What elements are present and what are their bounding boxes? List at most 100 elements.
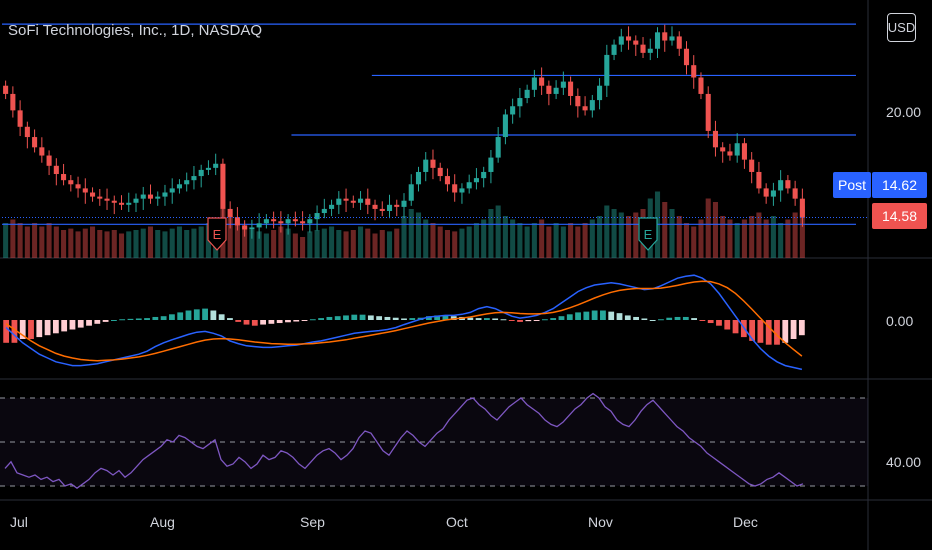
volume-bar (104, 231, 110, 258)
macd-histogram-bar (119, 319, 126, 321)
volume-bar (597, 216, 603, 258)
macd-histogram-bar (633, 316, 639, 320)
x-tick-dec: Dec (733, 514, 758, 530)
macd-histogram-bar (674, 316, 681, 320)
volume-bar (32, 223, 38, 258)
macd-histogram-bar (3, 320, 10, 343)
macd-histogram-bar (285, 320, 291, 323)
macd-histogram-bar (782, 320, 789, 343)
x-tick-aug: Aug (150, 514, 175, 530)
volume-bar (386, 231, 393, 258)
volume-bar (162, 231, 168, 258)
volume-bar (763, 219, 769, 258)
candle (691, 65, 697, 78)
macd-histogram-bar (77, 320, 84, 328)
macd-histogram-bar (774, 320, 780, 345)
rsi-line (4, 392, 804, 490)
volume-bar (198, 226, 204, 258)
candle (198, 169, 204, 177)
volume-bar (234, 223, 240, 258)
macd-histogram-bar (542, 319, 548, 321)
candle (408, 184, 414, 201)
volume-bar (343, 231, 349, 258)
candle (97, 196, 103, 199)
macd-histogram-bar (583, 311, 590, 320)
volume-bar (155, 230, 161, 258)
macd-histogram-bar (235, 320, 242, 322)
candle (32, 137, 38, 148)
price-axis-label: 20.00 (886, 104, 922, 120)
volume-bar (524, 226, 530, 258)
volume-bar (611, 209, 617, 258)
candle (560, 81, 566, 88)
volume-bar (24, 226, 30, 258)
candle (61, 174, 67, 181)
macd-histogram-bar (227, 318, 233, 320)
x-tick-jul: Jul (10, 514, 28, 530)
volume-bar (423, 219, 429, 258)
candle (415, 171, 422, 185)
macd-histogram-bar (467, 317, 474, 320)
volume-bar (481, 219, 487, 258)
volume-bar (444, 230, 450, 258)
macd-histogram-bar (724, 320, 731, 330)
macd-histogram-bar (649, 320, 656, 321)
macd-histogram-bar (749, 320, 756, 341)
candle (184, 180, 190, 185)
candle (792, 188, 798, 199)
macd-histogram-bar (475, 318, 482, 320)
volume-bar (314, 230, 320, 258)
macd-histogram-bar (135, 318, 142, 320)
macd-histogram-bar (442, 315, 449, 320)
macd-histogram-bar (268, 320, 275, 324)
candle (358, 198, 364, 203)
candle (242, 225, 248, 230)
volume-bar (568, 223, 574, 258)
currency-button[interactable]: USD (887, 13, 916, 42)
volume-bar (39, 226, 45, 258)
volume-bar (358, 226, 364, 258)
candle (3, 85, 9, 94)
volume-bar (3, 223, 9, 258)
candle (705, 93, 711, 131)
candle (133, 198, 139, 203)
volume-bar (517, 223, 523, 258)
volume-bar (604, 205, 610, 258)
candle (321, 208, 327, 214)
macd-histogram-bar (276, 320, 283, 324)
candle (300, 221, 306, 224)
volume-bar (459, 228, 465, 258)
volume-bar (227, 216, 233, 258)
candle (278, 221, 284, 224)
candle (155, 196, 161, 199)
macd-histogram-bar (608, 311, 615, 320)
volume-bar (408, 209, 414, 258)
volume-bar (473, 223, 479, 258)
volume-bar (705, 198, 711, 258)
volume-bar (82, 228, 88, 258)
macd-histogram-bar (102, 320, 109, 322)
volume-bar (140, 228, 146, 258)
volume-bar (336, 230, 342, 258)
macd-histogram-bar (61, 320, 68, 332)
macd-histogram-bar (558, 316, 565, 320)
candle (437, 167, 443, 177)
candle (510, 106, 516, 115)
volume-bar (379, 230, 385, 258)
macd-histogram-bar (450, 316, 457, 320)
volume-bar (329, 226, 335, 258)
earnings-marker-label: E (644, 227, 653, 242)
macd-histogram-bar (169, 314, 175, 320)
macd-histogram-bar (334, 316, 341, 320)
macd-histogram-bar (94, 320, 101, 324)
candle (213, 163, 219, 168)
candle (169, 188, 175, 193)
macd-histogram-bar (177, 312, 184, 320)
macd-histogram-bar (500, 319, 507, 321)
volume-bar (712, 202, 718, 258)
macd-histogram-bar (716, 320, 722, 326)
candle (589, 100, 595, 111)
candle (553, 87, 559, 94)
candle (227, 208, 233, 218)
candle (640, 44, 646, 53)
